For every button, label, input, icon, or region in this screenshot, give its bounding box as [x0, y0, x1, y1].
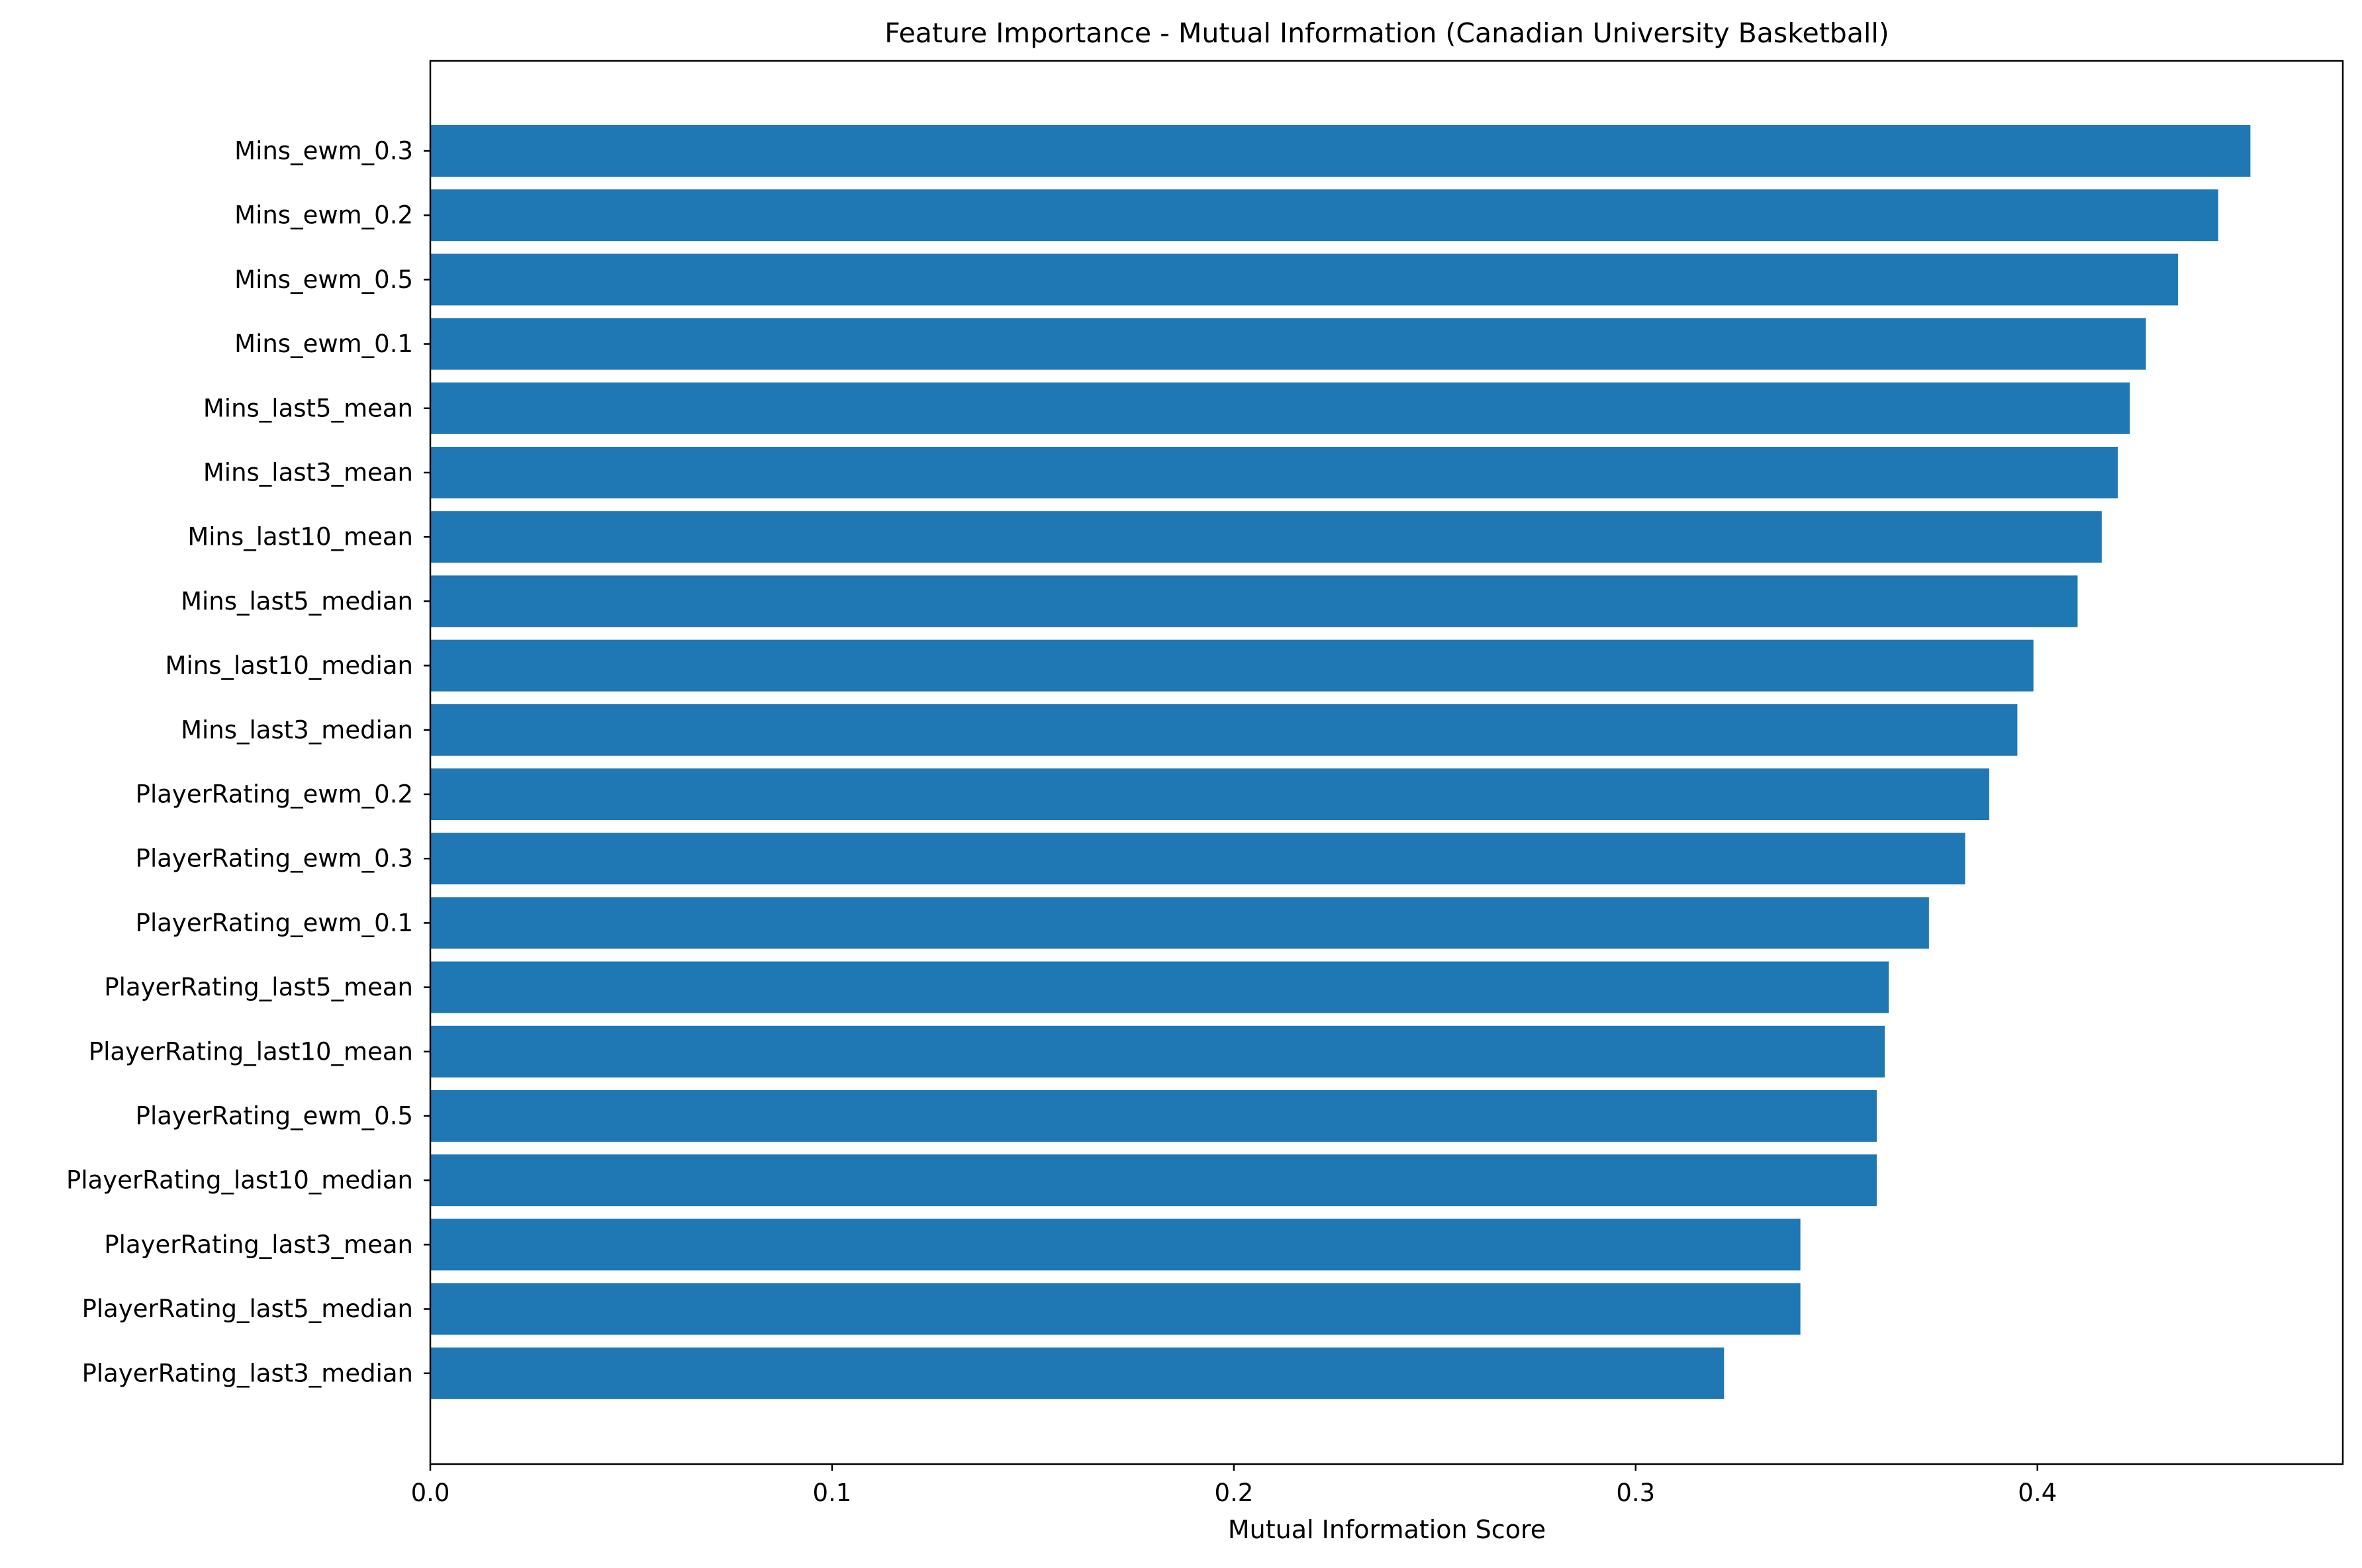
y-tick-label: PlayerRating_last3_mean	[104, 1230, 413, 1259]
y-tick-label: Mins_ewm_0.1	[234, 330, 413, 358]
y-tick-label: PlayerRating_last10_median	[66, 1166, 413, 1195]
y-tick-label: Mins_last5_median	[181, 587, 413, 616]
bar	[430, 382, 2130, 434]
chart-title: Feature Importance - Mutual Information …	[884, 17, 1889, 49]
y-tick-label: Mins_last3_mean	[203, 459, 413, 487]
y-tick-label: Mins_last10_mean	[187, 523, 413, 551]
x-tick-label: 0.1	[813, 1479, 852, 1507]
x-axis-ticks: 0.0 0.1 0.2 0.3 0.4	[411, 1464, 2057, 1507]
x-tick-label: 0.0	[411, 1479, 450, 1507]
bar	[430, 125, 2251, 177]
x-tick-label: 0.3	[1616, 1479, 1655, 1507]
bar	[430, 897, 1929, 949]
y-tick-label: Mins_ewm_0.3	[234, 137, 413, 165]
bar	[430, 1154, 1877, 1207]
y-tick-label: PlayerRating_last3_median	[82, 1359, 413, 1387]
y-tick-label: PlayerRating_ewm_0.5	[136, 1102, 413, 1130]
bar	[430, 254, 2179, 306]
bar	[430, 318, 2146, 370]
bar	[430, 768, 1989, 820]
x-tick-label: 0.2	[1214, 1479, 1253, 1507]
bar	[430, 833, 1965, 885]
y-tick-label: PlayerRating_last5_median	[82, 1295, 413, 1323]
bar	[430, 511, 2102, 563]
bar	[430, 575, 2078, 627]
y-axis-ticks: Mins_ewm_0.3 Mins_ewm_0.2 Mins_ewm_0.5 Mins…	[66, 137, 430, 1387]
y-tick-label: Mins_ewm_0.5	[234, 265, 413, 294]
y-tick-label: PlayerRating_ewm_0.3	[136, 845, 413, 873]
bar	[430, 1283, 1801, 1335]
y-tick-label: Mins_last10_median	[165, 651, 413, 680]
bar	[430, 1219, 1801, 1271]
y-tick-label: PlayerRating_last5_mean	[104, 973, 413, 1001]
bar	[430, 961, 1889, 1013]
bar	[430, 189, 2218, 242]
bar	[430, 1090, 1877, 1142]
bar-group	[430, 125, 2251, 1399]
y-tick-label: Mins_ewm_0.2	[234, 201, 413, 230]
x-tick-label: 0.4	[2018, 1479, 2057, 1507]
y-tick-label: Mins_last3_median	[181, 715, 413, 744]
y-tick-label: PlayerRating_ewm_0.1	[136, 909, 413, 937]
plot-area-frame	[429, 60, 2344, 1465]
bar	[430, 639, 2034, 692]
y-tick-label: Mins_last5_mean	[203, 394, 413, 422]
x-axis-label: Mutual Information Score	[1228, 1515, 1546, 1544]
y-tick-label: PlayerRating_last10_mean	[89, 1037, 413, 1066]
bar	[430, 447, 2118, 498]
y-tick-label: PlayerRating_ewm_0.2	[136, 780, 413, 809]
bar	[430, 704, 2018, 756]
bar	[430, 1347, 1724, 1399]
bar	[430, 1025, 1885, 1078]
